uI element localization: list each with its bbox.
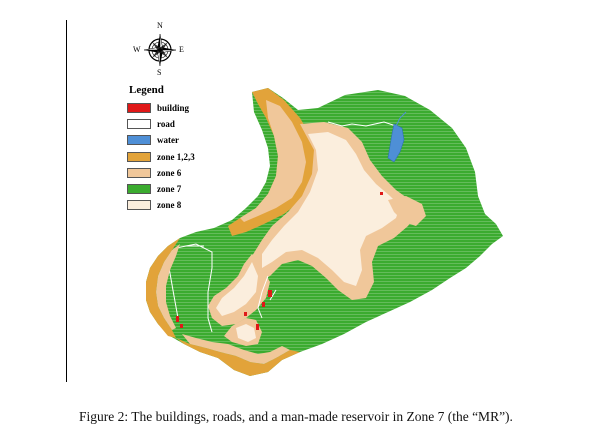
legend-swatch xyxy=(127,103,151,114)
legend-label: zone 7 xyxy=(157,184,182,195)
compass-rose: N S W E xyxy=(133,21,185,78)
map-legend: Legend building road water zone 1,2,3 zone 6… xyxy=(127,84,247,213)
legend-label: building xyxy=(157,103,190,114)
legend-swatch xyxy=(127,151,151,162)
legend-item: zone 6 xyxy=(127,165,247,181)
legend-label: zone 8 xyxy=(157,200,182,211)
building xyxy=(244,312,247,316)
building xyxy=(176,316,179,322)
compass-north-label: N xyxy=(157,21,163,30)
legend-label: zone 1,2,3 xyxy=(157,151,195,162)
legend-title: Legend xyxy=(129,84,164,96)
figure-caption: Figure 2: The buildings, roads, and a ma… xyxy=(79,409,513,424)
building xyxy=(256,324,259,330)
building xyxy=(262,302,265,307)
legend-item: road xyxy=(127,116,247,132)
zone-123-left-band xyxy=(146,238,180,338)
zone-8-bottom-middle xyxy=(236,324,256,342)
water-reservoir xyxy=(387,123,405,163)
legend-swatch xyxy=(127,119,151,130)
zone-6-top-band xyxy=(240,100,306,222)
water-stream xyxy=(395,111,407,127)
road-network-right xyxy=(257,121,397,319)
legend-label: road xyxy=(157,119,175,130)
legend-swatch xyxy=(127,184,151,195)
compass-west-label: W xyxy=(133,45,141,54)
building xyxy=(268,290,272,297)
legend-item: building xyxy=(127,100,247,116)
legend-item: zone 1,2,3 xyxy=(127,149,247,165)
road-network-left xyxy=(167,243,213,333)
legend-swatch xyxy=(127,135,151,146)
map-frame-left-border xyxy=(66,20,67,382)
zone-6-right-lobe xyxy=(388,196,426,226)
zone-123-bottom-band xyxy=(176,338,300,376)
building xyxy=(380,192,383,195)
compass-east-label: E xyxy=(179,45,184,54)
compass-star-icon xyxy=(143,33,177,67)
legend-items: building road water zone 1,2,3 zone 6 zone 7 z… xyxy=(127,100,247,213)
legend-label: water xyxy=(157,135,179,146)
legend-item: zone 8 xyxy=(127,197,247,213)
legend-swatch xyxy=(127,167,151,178)
legend-item: water xyxy=(127,132,247,148)
legend-swatch xyxy=(127,200,151,211)
legend-label: zone 6 xyxy=(157,167,182,178)
zone-8-lower xyxy=(216,262,258,316)
zone-8-central xyxy=(262,132,400,286)
zone-6-left-band xyxy=(156,244,180,330)
building xyxy=(180,324,183,328)
legend-item: zone 7 xyxy=(127,181,247,197)
compass-south-label: S xyxy=(157,68,162,77)
zone-6-bottom-band xyxy=(182,334,290,364)
zone-123-top-band xyxy=(228,88,318,236)
